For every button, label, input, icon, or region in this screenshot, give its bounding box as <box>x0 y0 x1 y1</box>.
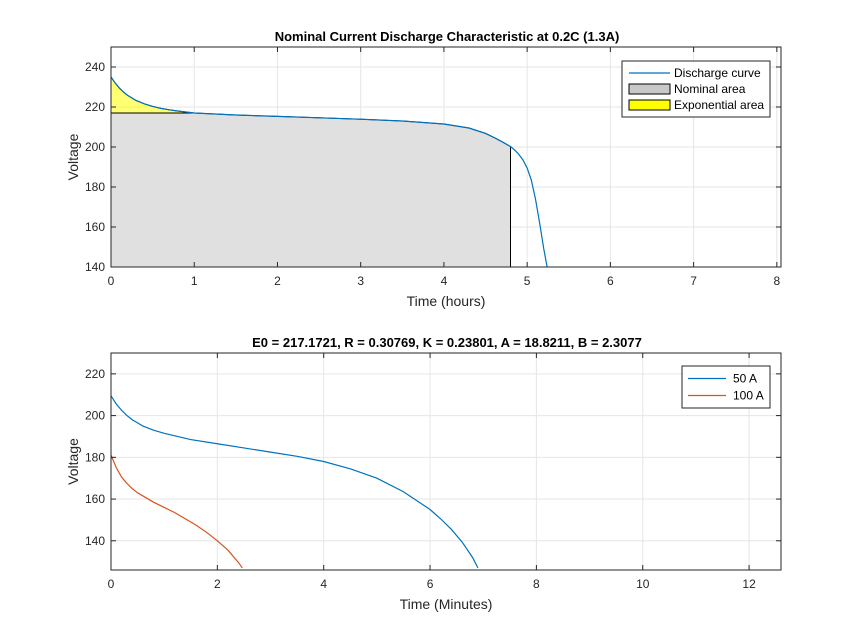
x-tick-label: 2 <box>274 274 281 288</box>
x-tick-label: 7 <box>690 274 697 288</box>
y-tick-label: 200 <box>85 140 105 154</box>
y-tick-label: 220 <box>85 367 105 381</box>
legend-entry-label: Exponential area <box>674 98 764 112</box>
x-tick-label: 8 <box>773 274 780 288</box>
discharge-curve-line <box>111 76 548 267</box>
legend: Discharge curve Nominal area Exponential a… <box>621 60 771 118</box>
x-tick-label: 0 <box>108 274 115 288</box>
legend-entry-label: 50 A <box>733 372 757 386</box>
x-tick-label: 6 <box>607 274 614 288</box>
legend-box <box>681 365 771 409</box>
x-axis-label: Time (hours) <box>407 293 486 309</box>
chart-panel-1: 0 1 2 3 4 5 6 7 8 140 160 180 200 220 240 Nominal Curre… <box>65 29 782 309</box>
chart-title: E0 = 217.1721, R = 0.30769, K = 0.23801,… <box>252 335 642 350</box>
x-tick-label: 1 <box>191 274 198 288</box>
y-axis-label: Voltage <box>65 438 81 485</box>
y-tick-label: 180 <box>85 450 105 464</box>
series-line-2 <box>111 455 243 569</box>
x-tick-label: 4 <box>441 274 448 288</box>
plot-content <box>111 395 479 569</box>
legend-swatch <box>628 99 671 111</box>
x-axis-label: Time (Minutes) <box>400 596 493 612</box>
y-tick-label: 220 <box>85 100 105 114</box>
plot-area <box>111 353 781 570</box>
nominal-area <box>111 112 512 267</box>
legend: 50 A 100 A <box>681 365 771 409</box>
y-tick-label: 140 <box>85 260 105 274</box>
axes-frame <box>110 352 782 571</box>
y-tick-label: 180 <box>85 180 105 194</box>
x-tick-label: 6 <box>427 577 434 591</box>
legend-entry-label: Nominal area <box>674 82 746 96</box>
axes-frame <box>110 46 782 268</box>
legend-swatch <box>628 83 671 95</box>
x-tick-label: 2 <box>214 577 221 591</box>
y-tick-label: 160 <box>85 220 105 234</box>
y-tick-label: 160 <box>85 492 105 506</box>
x-tick-label: 3 <box>357 274 364 288</box>
chart-title: Nominal Current Discharge Characteristic… <box>275 29 620 44</box>
series-line-1 <box>111 395 479 569</box>
legend-entry-label: 100 A <box>733 389 764 403</box>
chart-panel-2: 0 2 4 6 8 10 12 140 160 180 200 220 E0 = 217.1721, R… <box>65 335 782 612</box>
x-tick-label: 4 <box>320 577 327 591</box>
y-tick-label: 140 <box>85 534 105 548</box>
x-tick-label: 12 <box>742 577 756 591</box>
plot-content <box>111 76 548 267</box>
x-tick-label: 8 <box>533 577 540 591</box>
x-tick-label: 0 <box>108 577 115 591</box>
legend-entry-label: Discharge curve <box>674 66 761 80</box>
y-axis-label: Voltage <box>65 133 81 180</box>
y-tick-label: 200 <box>85 409 105 423</box>
y-tick-label: 240 <box>85 60 105 74</box>
x-tick-label: 10 <box>636 577 650 591</box>
x-tick-label: 5 <box>524 274 531 288</box>
